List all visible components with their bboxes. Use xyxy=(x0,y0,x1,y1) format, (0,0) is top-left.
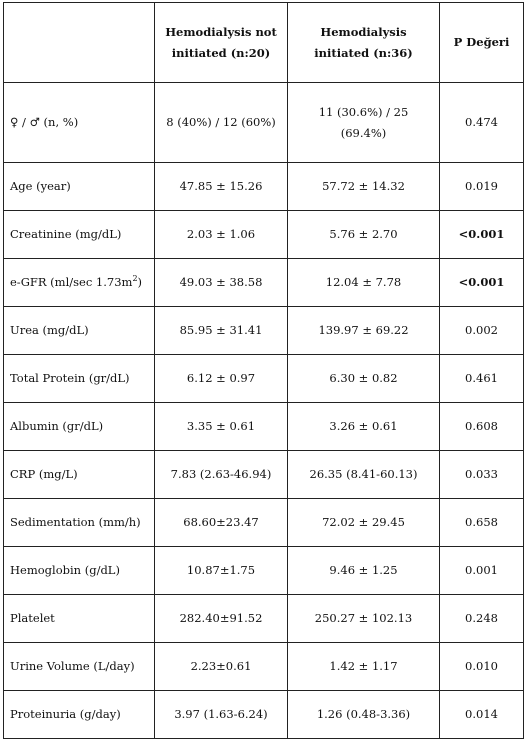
table-row: e-GFR (ml/sec 1.73m2) 49.03 ± 38.58 12.0… xyxy=(3,258,524,307)
table-row: Age (year) 47.85 ± 15.26 57.72 ± 14.32 0… xyxy=(3,162,524,211)
row-label: Hemoglobin (g/dL) xyxy=(3,546,155,595)
row-p-value: 0.019 xyxy=(439,162,524,211)
table-row: Urea (mg/dL) 85.95 ± 31.41 139.97 ± 69.2… xyxy=(3,306,524,355)
table-row: Urine Volume (L/day) 2.23±0.61 1.42 ± 1.… xyxy=(3,642,524,691)
row-label: Proteinuria (g/day) xyxy=(3,690,155,739)
row-p-value: 0.010 xyxy=(439,642,524,691)
table-row: Proteinuria (g/day) 3.97 (1.63-6.24) 1.2… xyxy=(3,690,524,739)
row-value-initiated: 6.30 ± 0.82 xyxy=(287,354,440,403)
table-row: Total Protein (gr/dL) 6.12 ± 0.97 6.30 ±… xyxy=(3,354,524,403)
row-label: Urine Volume (L/day) xyxy=(3,642,155,691)
row-value-initiated: 3.26 ± 0.61 xyxy=(287,402,440,451)
header-not-initiated: Hemodialysis not initiated (n:20) xyxy=(154,2,288,83)
row-p-value: 0.248 xyxy=(439,594,524,643)
row-label: Platelet xyxy=(3,594,155,643)
row-label: e-GFR (ml/sec 1.73m2) xyxy=(3,258,155,307)
row-value-initiated: 72.02 ± 29.45 xyxy=(287,498,440,547)
row-value-initiated: 1.42 ± 1.17 xyxy=(287,642,440,691)
table-row: Albumin (gr/dL) 3.35 ± 0.61 3.26 ± 0.61 … xyxy=(3,402,524,451)
row-value-not-initiated: 49.03 ± 38.58 xyxy=(154,258,288,307)
row-value-initiated: 139.97 ± 69.22 xyxy=(287,306,440,355)
row-p-value: 0.461 xyxy=(439,354,524,403)
row-value-not-initiated: 68.60±23.47 xyxy=(154,498,288,547)
table-row: Creatinine (mg/dL) 2.03 ± 1.06 5.76 ± 2.… xyxy=(3,210,524,259)
row-value-initiated: 26.35 (8.41-60.13) xyxy=(287,450,440,499)
row-label: Sedimentation (mm/h) xyxy=(3,498,155,547)
row-p-value: 0.014 xyxy=(439,690,524,739)
header-initiated: Hemodialysis initiated (n:36) xyxy=(287,2,440,83)
header-empty-cell xyxy=(3,2,155,83)
row-label: Creatinine (mg/dL) xyxy=(3,210,155,259)
row-value-not-initiated: 85.95 ± 31.41 xyxy=(154,306,288,355)
row-value-initiated: 11 (30.6%) / 25 (69.4%) xyxy=(287,82,440,163)
row-p-value: 0.002 xyxy=(439,306,524,355)
header-p-value: P Değeri xyxy=(439,2,524,83)
row-p-value: <0.001 xyxy=(439,210,524,259)
row-label: ♀ / ♂ (n, %) xyxy=(3,82,155,163)
row-value-initiated: 9.46 ± 1.25 xyxy=(287,546,440,595)
row-label: CRP (mg/L) xyxy=(3,450,155,499)
row-label: Albumin (gr/dL) xyxy=(3,402,155,451)
table-row: ♀ / ♂ (n, %) 8 (40%) / 12 (60%) 11 (30.6… xyxy=(3,82,524,163)
row-p-value: <0.001 xyxy=(439,258,524,307)
row-value-not-initiated: 2.03 ± 1.06 xyxy=(154,210,288,259)
row-value-initiated: 12.04 ± 7.78 xyxy=(287,258,440,307)
row-value-not-initiated: 3.35 ± 0.61 xyxy=(154,402,288,451)
row-p-value: 0.033 xyxy=(439,450,524,499)
row-p-value: 0.001 xyxy=(439,546,524,595)
row-value-initiated: 57.72 ± 14.32 xyxy=(287,162,440,211)
row-value-initiated: 250.27 ± 102.13 xyxy=(287,594,440,643)
row-p-value: 0.608 xyxy=(439,402,524,451)
row-value-not-initiated: 47.85 ± 15.26 xyxy=(154,162,288,211)
row-value-not-initiated: 6.12 ± 0.97 xyxy=(154,354,288,403)
row-value-not-initiated: 2.23±0.61 xyxy=(154,642,288,691)
results-table: Hemodialysis not initiated (n:20) Hemodia… xyxy=(3,2,524,739)
row-value-not-initiated: 8 (40%) / 12 (60%) xyxy=(154,82,288,163)
table-row: Sedimentation (mm/h) 68.60±23.47 72.02 ±… xyxy=(3,498,524,547)
row-label: Age (year) xyxy=(3,162,155,211)
row-label: Urea (mg/dL) xyxy=(3,306,155,355)
row-value-initiated: 5.76 ± 2.70 xyxy=(287,210,440,259)
row-p-value: 0.474 xyxy=(439,82,524,163)
table-header-row: Hemodialysis not initiated (n:20) Hemodia… xyxy=(3,2,524,83)
row-value-not-initiated: 282.40±91.52 xyxy=(154,594,288,643)
table-row: CRP (mg/L) 7.83 (2.63-46.94) 26.35 (8.41… xyxy=(3,450,524,499)
table-row: Hemoglobin (g/dL) 10.87±1.75 9.46 ± 1.25… xyxy=(3,546,524,595)
row-p-value: 0.658 xyxy=(439,498,524,547)
row-value-not-initiated: 10.87±1.75 xyxy=(154,546,288,595)
row-value-not-initiated: 3.97 (1.63-6.24) xyxy=(154,690,288,739)
table-row: Platelet 282.40±91.52 250.27 ± 102.13 0.… xyxy=(3,594,524,643)
row-label: Total Protein (gr/dL) xyxy=(3,354,155,403)
row-value-initiated: 1.26 (0.48-3.36) xyxy=(287,690,440,739)
row-value-not-initiated: 7.83 (2.63-46.94) xyxy=(154,450,288,499)
